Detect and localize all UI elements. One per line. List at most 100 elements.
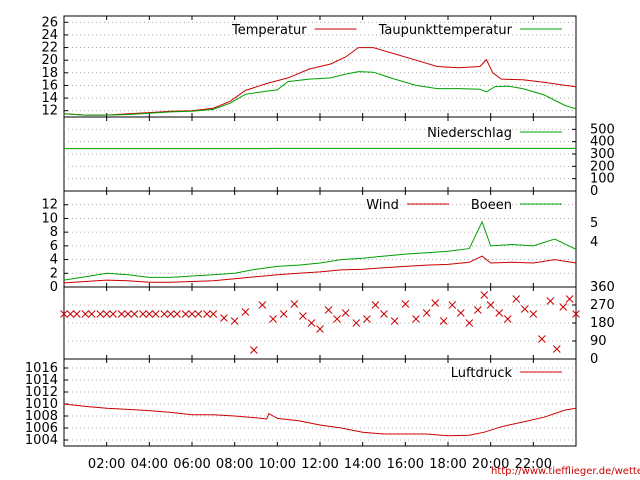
direction-marker xyxy=(352,319,361,327)
right-tick-label: 4 xyxy=(590,235,598,250)
direction-marker xyxy=(130,310,139,318)
y-tick-label: 6 xyxy=(50,239,58,254)
legend-label: Taupunkttemperatur xyxy=(378,23,513,38)
direction-marker xyxy=(546,297,555,305)
y-tick-label: 1006 xyxy=(25,421,58,436)
legend-label: Niederschlag xyxy=(427,126,512,141)
direction-marker xyxy=(72,310,81,318)
direction-marker xyxy=(139,310,147,318)
direction-marker xyxy=(60,310,68,318)
direction-marker xyxy=(520,305,529,313)
x-tick-label: 18:00 xyxy=(429,457,466,472)
y-tick-label: 500 xyxy=(590,122,615,137)
direction-marker xyxy=(565,295,574,303)
direction-marker xyxy=(87,310,96,318)
direction-marker xyxy=(203,310,211,318)
y-tick-label: 360 xyxy=(590,280,615,295)
direction-marker xyxy=(465,319,474,327)
y-tick-label: 10 xyxy=(41,211,58,226)
x-tick-label: 14:00 xyxy=(344,457,381,472)
direction-marker xyxy=(96,310,105,318)
direction-marker xyxy=(230,317,239,325)
source-url: http://www.tiefflieger.de/wetter/ xyxy=(491,466,640,477)
direction-marker xyxy=(371,301,380,309)
x-tick-label: 16:00 xyxy=(387,457,424,472)
direction-marker xyxy=(102,310,111,318)
x-tick-label: 06:00 xyxy=(173,457,210,472)
direction-marker xyxy=(209,310,218,318)
direction-marker xyxy=(145,310,154,318)
x-tick-label: 08:00 xyxy=(216,457,253,472)
y-tick-label: 1010 xyxy=(25,397,58,412)
direction-marker xyxy=(431,299,440,307)
y-tick-label: 100 xyxy=(590,172,615,187)
direction-marker xyxy=(572,310,580,318)
x-axis: 02:00 04:00 06:00 08:00 10:00 12:00 14:00 16:00… xyxy=(88,457,552,472)
x-tick-label: 02:00 xyxy=(88,457,125,472)
y-tick-label: 0 xyxy=(50,280,58,295)
direction-marker xyxy=(341,309,350,317)
series-line-taupunkttemperatur xyxy=(63,71,577,116)
direction-marker xyxy=(220,314,228,322)
direction-marker xyxy=(181,310,190,318)
direction-marker xyxy=(390,317,399,325)
y-tick-label: 1012 xyxy=(25,385,58,400)
y-tick-label: 16 xyxy=(41,78,58,93)
direction-marker xyxy=(151,310,160,318)
direction-marker xyxy=(456,309,465,317)
direction-marker xyxy=(258,301,267,309)
y-tick-label: 200 xyxy=(590,159,615,174)
right-tick-label: 5 xyxy=(590,216,598,231)
legend-label: Temperatur xyxy=(231,23,307,38)
y-tick-label: 0 xyxy=(590,184,598,199)
x-tick-label: 10:00 xyxy=(259,457,296,472)
series-line-temperatur xyxy=(63,47,577,116)
direction-marker xyxy=(552,345,561,353)
y-tick-label: 1014 xyxy=(25,373,58,388)
y-tick-label: 14 xyxy=(41,91,58,106)
direction-marker xyxy=(333,315,341,323)
direction-marker xyxy=(250,346,258,354)
direction-marker xyxy=(401,300,410,308)
direction-marker xyxy=(538,335,546,343)
series-line-luftdruck xyxy=(63,403,577,437)
direction-marker xyxy=(194,310,203,318)
y-tick-label: 4 xyxy=(50,253,58,268)
direction-marker xyxy=(188,310,196,318)
y-tick-label: 18 xyxy=(41,66,58,81)
y-tick-label: 1004 xyxy=(25,433,58,448)
y-tick-label: 180 xyxy=(590,316,615,331)
direction-marker xyxy=(559,303,568,311)
series-line-wind xyxy=(63,255,577,284)
direction-marker xyxy=(66,310,75,318)
direction-marker xyxy=(124,310,132,318)
y-tick-label: 300 xyxy=(590,147,615,162)
direction-marker xyxy=(324,306,333,314)
direction-marker xyxy=(495,309,504,317)
direction-marker xyxy=(160,310,169,318)
direction-marker xyxy=(512,295,521,303)
y-tick-label: 20 xyxy=(41,53,58,68)
panel-wind_direction: 0 90 180 270 360 xyxy=(60,280,615,367)
series-line-boeen xyxy=(63,220,577,281)
direction-marker xyxy=(81,310,90,318)
x-tick-label: 04:00 xyxy=(131,457,168,472)
direction-marker xyxy=(503,315,512,323)
y-tick-label: 270 xyxy=(590,298,615,313)
direction-marker xyxy=(299,312,307,320)
y-tick-label: 8 xyxy=(50,225,58,240)
y-tick-label: 24 xyxy=(41,28,58,43)
direction-marker xyxy=(173,310,181,318)
direction-marker xyxy=(117,310,126,318)
y-tick-label: 1008 xyxy=(25,409,58,424)
legend-label: Luftdruck xyxy=(451,366,513,381)
direction-marker xyxy=(439,317,448,325)
legend-label: Boeen xyxy=(471,198,512,213)
y-tick-label: 12 xyxy=(41,104,58,119)
direction-marker xyxy=(448,301,457,309)
direction-marker xyxy=(290,300,299,308)
